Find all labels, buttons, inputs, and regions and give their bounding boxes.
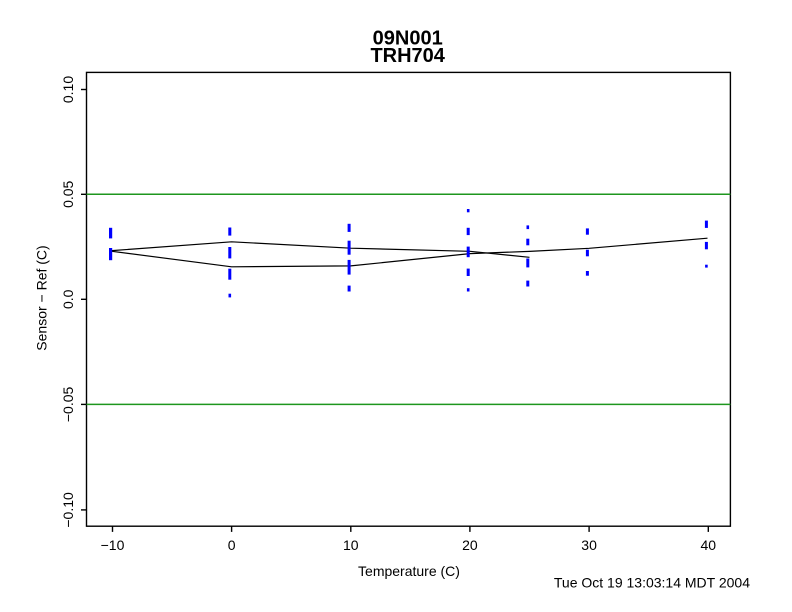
svg-text:Tue Oct 19 13:03:14 MDT 2004: Tue Oct 19 13:03:14 MDT 2004	[554, 575, 750, 591]
svg-text:40: 40	[701, 537, 717, 553]
svg-text:TRH704: TRH704	[370, 45, 445, 67]
svg-text:0.0: 0.0	[60, 289, 76, 309]
svg-text:Sensor − Ref (C): Sensor − Ref (C)	[34, 245, 50, 350]
svg-text:0.10: 0.10	[60, 76, 76, 103]
svg-text:0: 0	[228, 537, 236, 553]
svg-text:−0.05: −0.05	[60, 386, 76, 422]
svg-text:Temperature (C): Temperature (C)	[358, 563, 460, 579]
svg-text:10: 10	[343, 537, 359, 553]
svg-text:0.05: 0.05	[60, 180, 76, 207]
svg-text:30: 30	[581, 537, 597, 553]
svg-text:20: 20	[462, 537, 478, 553]
svg-text:09N001: 09N001	[373, 28, 443, 50]
svg-text:−10: −10	[101, 537, 125, 553]
svg-text:−0.10: −0.10	[60, 492, 76, 528]
